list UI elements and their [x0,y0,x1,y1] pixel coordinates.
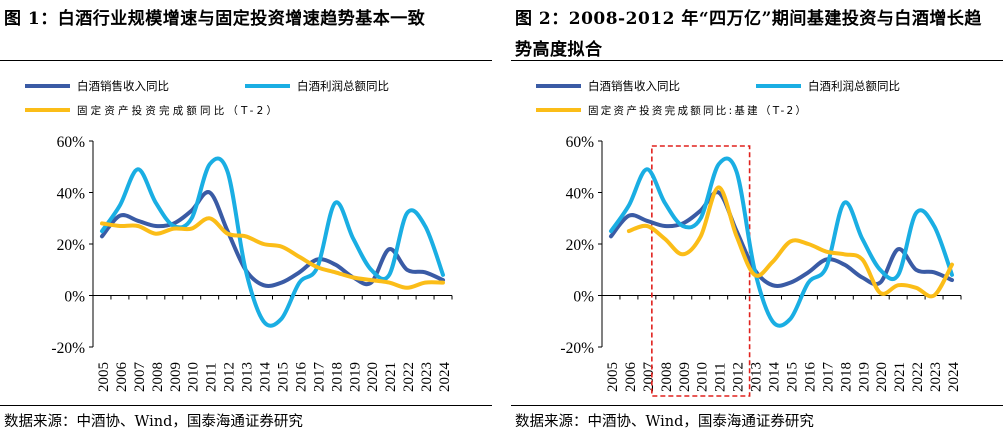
legend-label: 白酒销售收入同比 [588,79,680,93]
y-tick-label: -20% [51,340,85,357]
x-tick-label: 2014 [258,362,274,393]
source-rule [0,405,492,406]
x-tick-label: 2007 [132,362,148,393]
x-tick-label: 2012 [731,362,747,392]
x-tick-label: 2013 [749,362,765,392]
x-tick-label: 2014 [767,362,783,393]
x-tick-label: 2012 [222,362,238,392]
x-tick-label: 2011 [204,363,220,392]
legend-label: 白酒销售收入同比 [77,79,169,93]
x-tick-label: 2008 [150,362,166,392]
x-tick-label: 2019 [856,362,872,392]
x-tick-label: 2024 [437,362,453,393]
legend-item: 白酒销售收入同比 [25,79,169,93]
x-tick-label: 2018 [838,362,854,392]
series-line [100,216,445,290]
x-tick-label: 2021 [383,362,399,392]
x-tick-label: 2015 [275,362,291,392]
x-tick-label: 2016 [293,362,309,393]
x-tick-label: 2021 [892,362,908,392]
x-tick-label: 2019 [347,362,363,392]
y-tick-label: 0% [64,289,85,306]
legend-label: 固定资产投资完成额同比:基建（T-2） [588,104,806,117]
y-tick-label: 40% [57,186,86,203]
x-tick-label: 2017 [820,362,836,393]
series-2 [100,156,445,328]
series-line [100,156,445,328]
y-tick-label: 60% [57,134,86,151]
chart-title-2: 图 2：2008-2012 年“四万亿”期间基建投资与白酒增长趋势高度拟合 [515,9,982,60]
legend-item: 固定资产投资完成额同比（T-2） [25,104,277,117]
x-tick-label: 2006 [114,362,130,393]
x-tick-label: 2024 [946,362,962,393]
x-tick-label: 2005 [605,362,621,392]
x-tick-label: 2011 [713,363,729,392]
series-1 [100,190,445,288]
legend-label: 白酒利润总额同比 [808,79,900,93]
x-tick-label: 2006 [623,362,639,393]
legend-item: 白酒利润总额同比 [245,79,389,93]
x-tick-label: 2010 [695,362,711,392]
source-note: 数据来源：中酒协、Wind，国泰海通证券研究 [515,414,814,430]
y-tick-label: 0% [573,289,594,306]
title-rule [511,60,1003,61]
series-3 [626,185,954,299]
y-tick-label: 20% [566,237,595,254]
highlight-box [651,145,751,397]
x-tick-label: 2023 [928,362,944,392]
x-tick-label: 2010 [186,362,202,392]
x-tick-label: 2022 [910,362,926,392]
chart-title-1: 图 1：白酒行业规模增速与固定投资增速趋势基本一致 [4,9,426,29]
source-rule [511,405,1003,406]
x-tick-label: 2008 [659,362,675,392]
legend-item: 白酒利润总额同比 [756,79,900,93]
source-note: 数据来源：中酒协、Wind，国泰海通证券研究 [4,414,303,430]
series-line [100,190,445,288]
y-tick-label: 60% [566,134,595,151]
x-tick-label: 2023 [419,362,435,392]
x-tick-label: 2017 [311,362,327,393]
chart-panel-1: 图 1：白酒行业规模增速与固定投资增速趋势基本一致 白酒销售收入同比 白酒利润总额… [0,0,492,437]
series-line [609,190,954,288]
series-line [626,185,954,299]
series-line [609,156,954,328]
legend-item: 白酒销售收入同比 [536,79,680,93]
x-tick-label: 2007 [641,362,657,393]
x-tick-label: 2016 [802,362,818,393]
x-tick-label: 2013 [240,362,256,392]
x-tick-label: 2009 [677,362,693,392]
legend-label: 固定资产投资完成额同比（T-2） [77,104,277,117]
chart-panel-2: 图 2：2008-2012 年“四万亿”期间基建投资与白酒增长趋势高度拟合 白酒… [511,0,1003,437]
legend-label: 白酒利润总额同比 [297,79,389,93]
series-3 [100,216,445,290]
y-tick-label: 40% [566,186,595,203]
title-rule [0,60,492,61]
x-tick-label: 2015 [784,362,800,392]
x-tick-label: 2020 [874,362,890,392]
series-2 [609,156,954,328]
legend-item: 固定资产投资完成额同比:基建（T-2） [536,104,806,117]
y-tick-label: 20% [57,237,86,254]
y-tick-label: -20% [560,340,594,357]
x-tick-label: 2022 [401,362,417,392]
x-tick-label: 2005 [96,362,112,392]
x-tick-label: 2009 [168,362,184,392]
x-tick-label: 2018 [329,362,345,392]
x-tick-label: 2020 [365,362,381,392]
